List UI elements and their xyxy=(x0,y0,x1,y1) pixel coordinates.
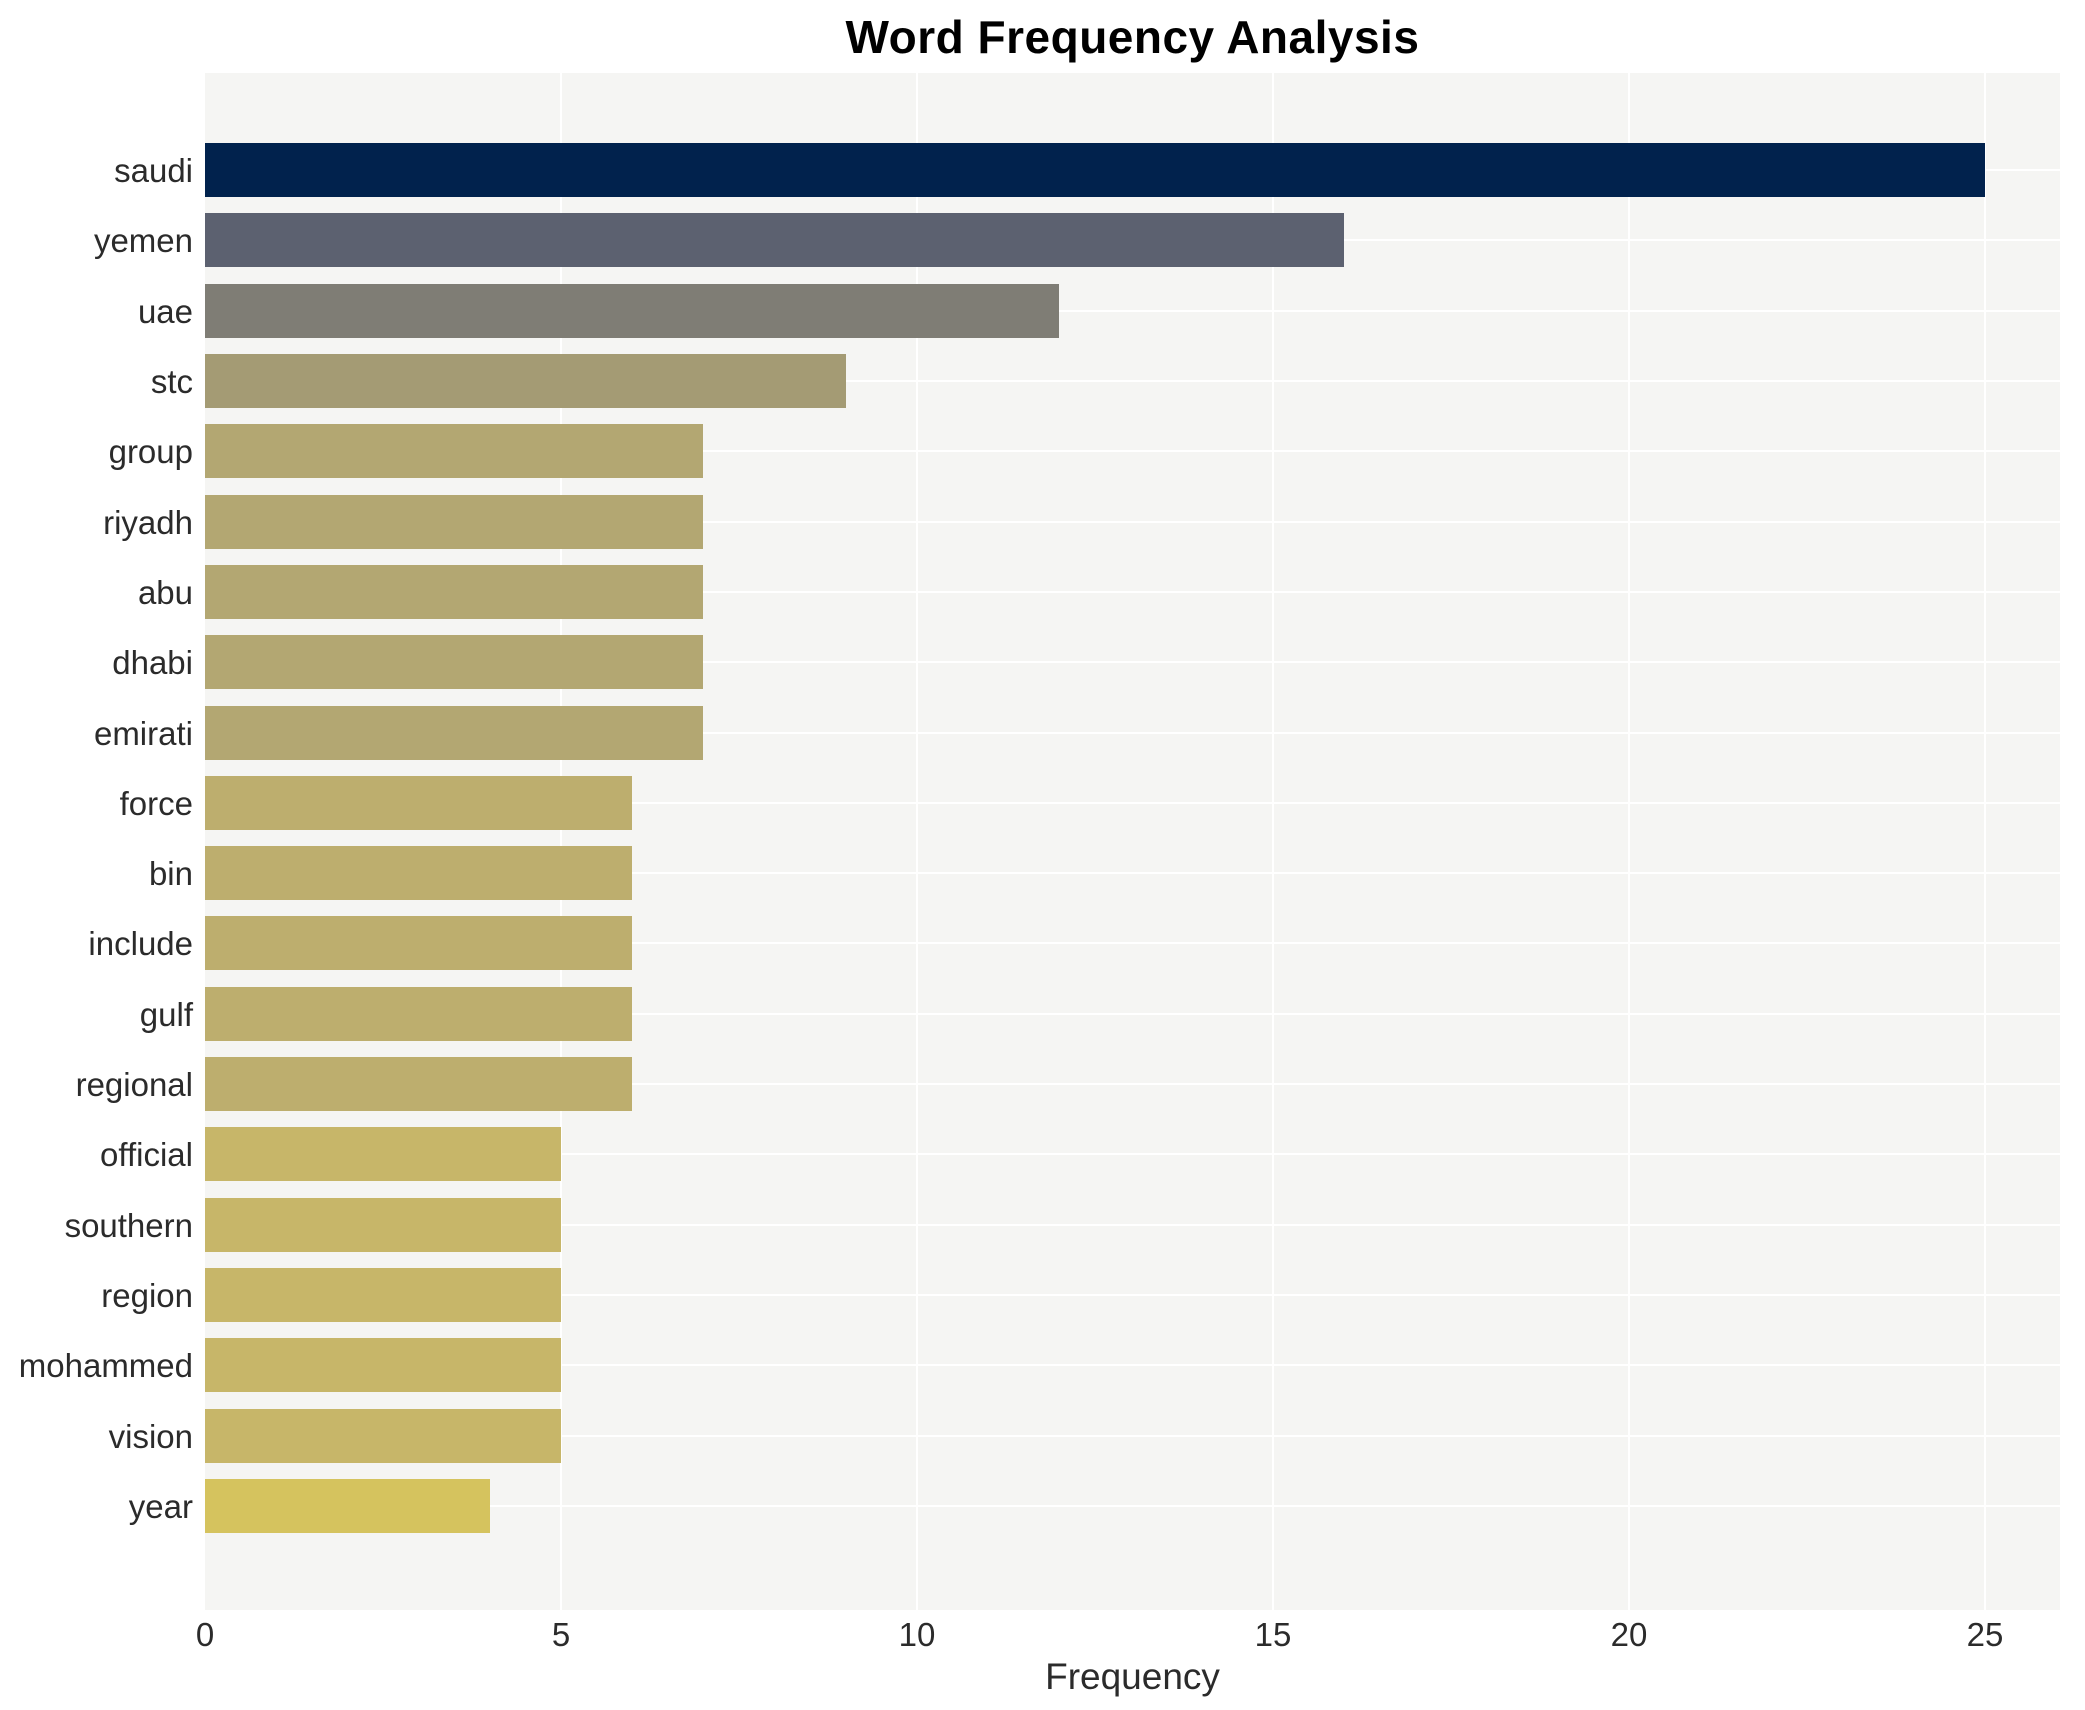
x-tick-label-20: 20 xyxy=(1610,1616,1648,1653)
bar-abu xyxy=(205,564,704,619)
gridline-row-riyadh xyxy=(205,520,2060,523)
bar-vision xyxy=(205,1408,561,1463)
gridline-row-uae xyxy=(205,309,2060,312)
gridline-row-official xyxy=(205,1153,2060,1156)
bar-uae xyxy=(205,283,1060,338)
x-axis-label: Frequency xyxy=(1045,1656,1220,1697)
bar-mohammed xyxy=(205,1338,561,1393)
bar-gulf xyxy=(205,986,633,1041)
category-label-dhabi: dhabi xyxy=(112,644,193,682)
gridline-row-mohammed xyxy=(205,1364,2060,1367)
category-label-riyadh: riyadh xyxy=(103,503,193,541)
x-tick-label-0: 0 xyxy=(195,1616,215,1653)
gridline-row-stc xyxy=(205,380,2060,383)
chart-title: Word Frequency Analysis xyxy=(845,11,1420,63)
bar-regional xyxy=(205,1057,633,1112)
bar-include xyxy=(205,916,633,971)
bar-force xyxy=(205,775,633,830)
gridline-row-region xyxy=(205,1293,2060,1296)
gridline-row-year xyxy=(205,1504,2060,1507)
x-tick-label-5: 5 xyxy=(551,1616,571,1653)
gridline-row-emirati xyxy=(205,731,2060,734)
category-label-vision: vision xyxy=(108,1417,193,1455)
bar-emirati xyxy=(205,705,704,760)
gridline-x-20 xyxy=(1628,73,1630,1610)
gridline-x-5 xyxy=(560,73,562,1610)
bar-dhabi xyxy=(205,635,704,690)
category-label-mohammed: mohammed xyxy=(18,1347,193,1385)
bar-bin xyxy=(205,846,633,901)
bar-saudi xyxy=(205,143,1985,198)
x-tick-label-25: 25 xyxy=(1966,1616,2004,1653)
category-label-bin: bin xyxy=(148,855,193,893)
gridline-row-vision xyxy=(205,1434,2060,1437)
category-label-yemen: yemen xyxy=(93,222,193,260)
category-label-force: force xyxy=(119,784,193,822)
category-label-abu: abu xyxy=(137,573,193,611)
gridline-row-southern xyxy=(205,1223,2060,1226)
x-tick-label-10: 10 xyxy=(898,1616,936,1653)
category-label-saudi: saudi xyxy=(114,152,193,190)
category-label-gulf: gulf xyxy=(139,995,193,1033)
gridline-row-force xyxy=(205,801,2060,804)
gridline-row-dhabi xyxy=(205,661,2060,664)
gridline-row-abu xyxy=(205,590,2060,593)
bar-group xyxy=(205,424,704,479)
bar-yemen xyxy=(205,213,1345,268)
bar-riyadh xyxy=(205,494,704,549)
x-tick-label-15: 15 xyxy=(1254,1616,1292,1653)
gridline-x-10 xyxy=(916,73,918,1610)
gridline-row-gulf xyxy=(205,1012,2060,1015)
bar-stc xyxy=(205,354,846,409)
bar-official xyxy=(205,1127,561,1182)
gridline-row-group xyxy=(205,450,2060,453)
category-label-group: group xyxy=(108,433,193,471)
bar-year xyxy=(205,1478,490,1533)
gridline-x-15 xyxy=(1272,73,1274,1610)
gridline-x-25 xyxy=(1984,73,1986,1610)
category-label-uae: uae xyxy=(137,292,193,330)
category-label-stc: stc xyxy=(150,363,193,401)
category-label-regional: regional xyxy=(75,1066,193,1104)
bar-southern xyxy=(205,1197,561,1252)
category-label-southern: southern xyxy=(64,1206,193,1244)
category-label-include: include xyxy=(88,925,193,963)
gridline-row-regional xyxy=(205,1083,2060,1086)
category-label-year: year xyxy=(128,1487,193,1525)
bar-region xyxy=(205,1267,561,1322)
category-label-emirati: emirati xyxy=(93,714,193,752)
gridline-row-bin xyxy=(205,872,2060,875)
plot-area xyxy=(205,73,2060,1610)
category-label-official: official xyxy=(100,1136,193,1174)
category-label-region: region xyxy=(101,1276,193,1314)
gridline-row-include xyxy=(205,942,2060,945)
